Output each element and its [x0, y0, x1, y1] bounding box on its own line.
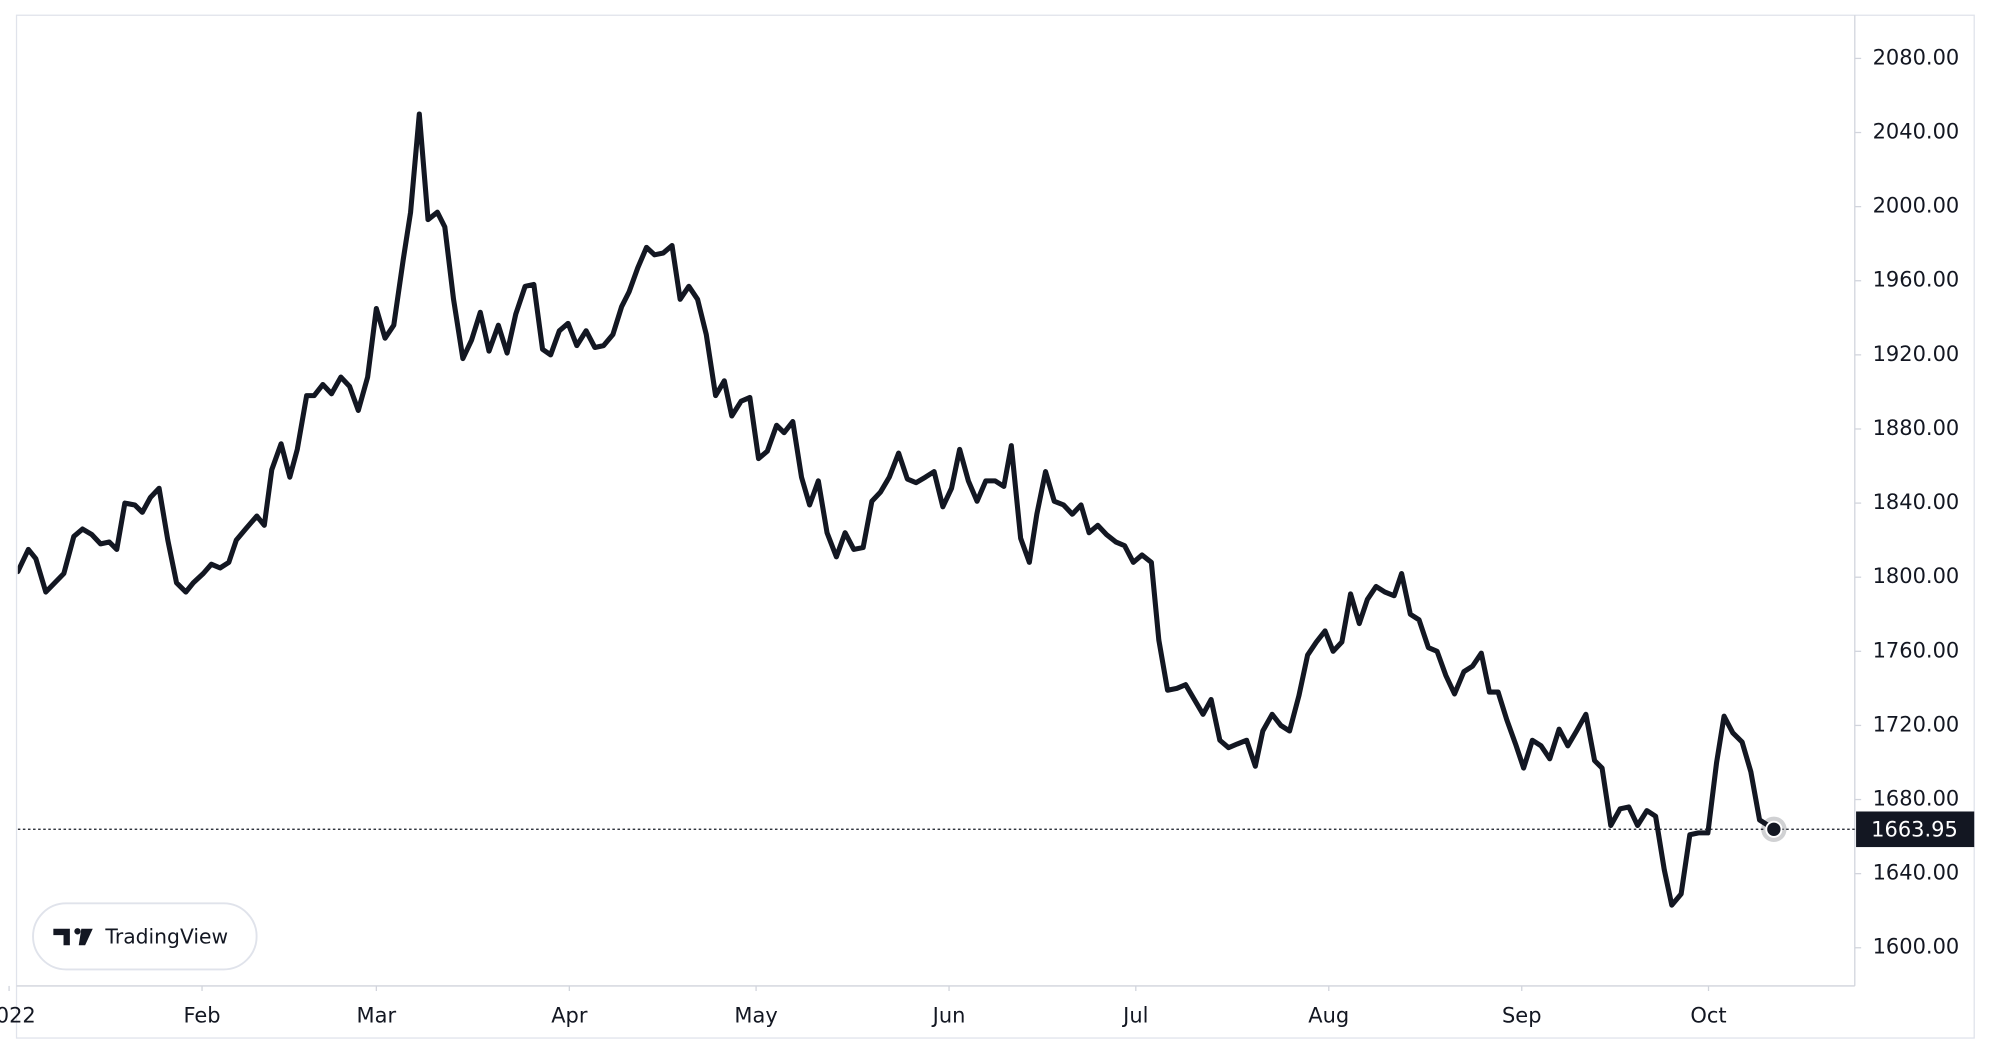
- watermark-logo: [53, 928, 79, 946]
- y-tick-label: 1680.00: [1873, 787, 1960, 811]
- y-tick-label: 2040.00: [1873, 120, 1960, 144]
- y-tick-label: 2080.00: [1873, 45, 1960, 69]
- watermark-pill: [32, 902, 258, 971]
- y-tick-label: 1600.00: [1873, 935, 1960, 959]
- x-tick-label: Oct: [1690, 1003, 1726, 1027]
- y-tick-label: 1880.00: [1873, 416, 1960, 440]
- x-tick-label: Feb: [183, 1003, 220, 1027]
- watermark: TradingView: [32, 902, 258, 971]
- x-tick-label: Jun: [931, 1003, 966, 1027]
- x-tick-label: Jul: [1121, 1003, 1148, 1027]
- x-tick-label: Apr: [551, 1003, 588, 1027]
- last-price-tag: [1856, 811, 1975, 848]
- y-tick-label: 2000.00: [1873, 194, 1960, 218]
- plot-area: [17, 111, 1855, 908]
- x-tick-label: Sep: [1502, 1003, 1541, 1027]
- x-tick-label: Mar: [357, 1003, 397, 1027]
- last-point: [1765, 820, 1783, 838]
- last-price-label: 1663.95: [1871, 818, 1958, 842]
- watermark-logo-slash: [78, 928, 93, 946]
- y-tick-label: 1640.00: [1873, 861, 1960, 885]
- watermark-text: TradingView: [104, 925, 228, 949]
- x-tick-label: May: [734, 1003, 777, 1027]
- chart-frame: [15, 14, 1975, 1039]
- y-tick-label: 1920.00: [1873, 342, 1960, 366]
- y-tick-label: 1720.00: [1873, 712, 1960, 736]
- price-line: [17, 111, 1777, 908]
- y-tick-label: 1800.00: [1873, 564, 1960, 588]
- x-tick-label: Aug: [1308, 1003, 1349, 1027]
- y-tick-label: 1840.00: [1873, 490, 1960, 514]
- x-tick-label: 2022: [0, 1003, 36, 1027]
- y-tick-label: 1960.00: [1873, 268, 1960, 292]
- watermark-logo-dot: [74, 928, 81, 935]
- axes: 1600.00 1640.00 1680.00 1720.00 1760.00 1800.…: [0, 45, 1975, 1027]
- y-tick-label: 1760.00: [1873, 638, 1960, 662]
